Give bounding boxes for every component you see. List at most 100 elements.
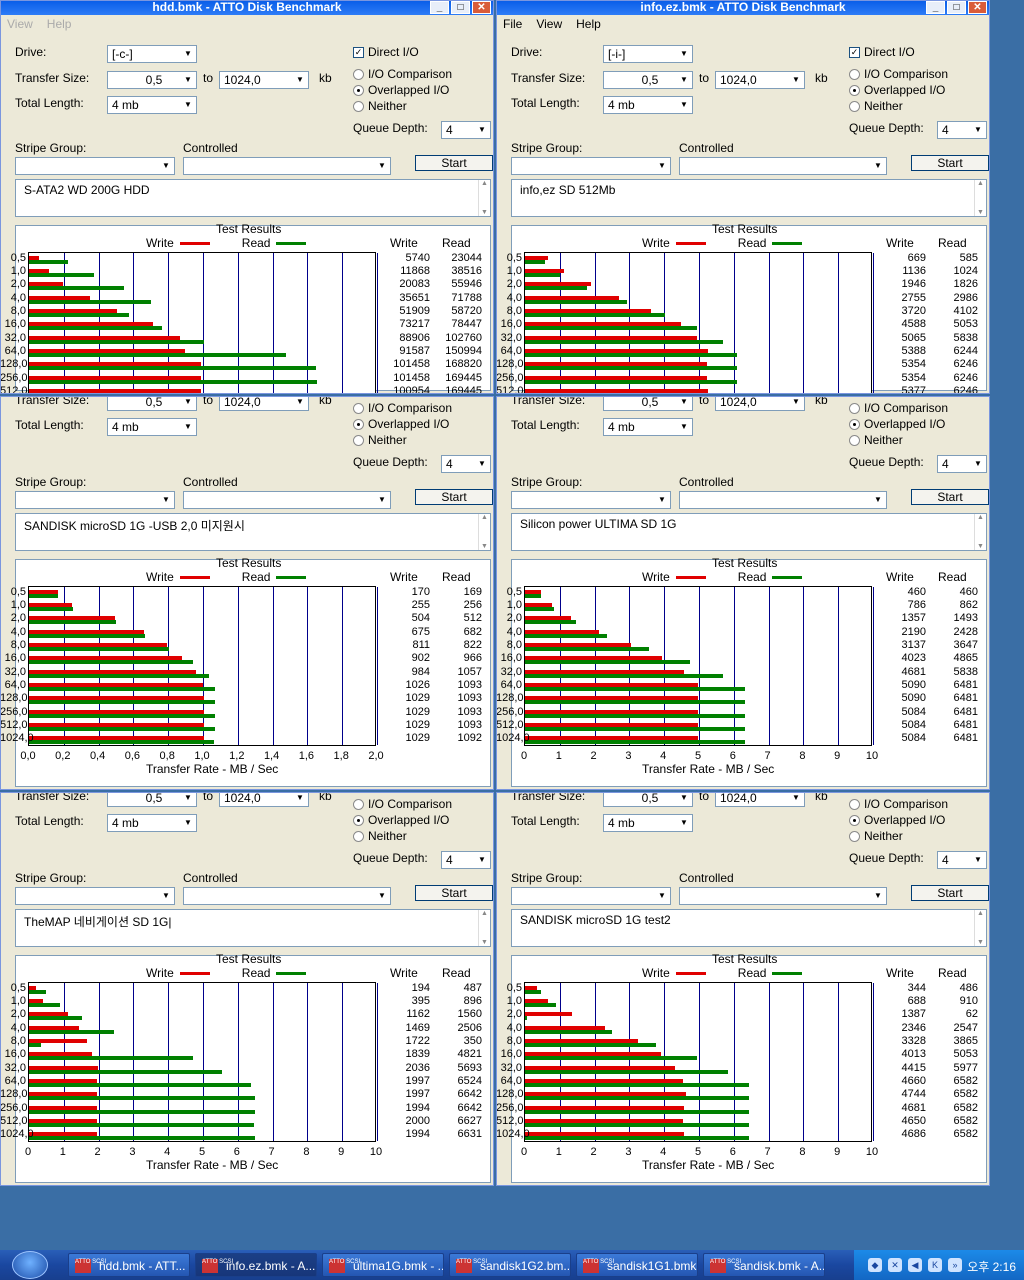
drive-select[interactable]: [-c-] ▼: [107, 45, 197, 63]
controlled-select[interactable]: ▼: [183, 491, 391, 509]
io-comparison-radio[interactable]: I/O Comparison: [849, 401, 948, 415]
description-field[interactable]: S-ATA2 WD 200G HDD ▲ ▼: [15, 179, 491, 217]
atto-window[interactable]: hdd.bmk - ATTO Disk Benchmark _ □ ✕ View Help…: [0, 0, 494, 394]
scroll-down-icon[interactable]: ▼: [481, 939, 488, 946]
close-icon[interactable]: ✕: [968, 1, 987, 14]
description-scrollbar[interactable]: ▲ ▼: [974, 514, 986, 550]
chevron-down-icon[interactable]: ▼: [181, 47, 195, 61]
neither-radio[interactable]: Neither: [849, 433, 903, 447]
scroll-up-icon[interactable]: ▲: [481, 910, 488, 917]
chevron-down-icon[interactable]: ▼: [971, 853, 985, 867]
description-field[interactable]: Silicon power ULTIMA SD 1G ▲ ▼: [511, 513, 987, 551]
start-button[interactable]: Start: [415, 489, 493, 505]
transfer-to-select[interactable]: 1024,0 ▼: [219, 793, 309, 807]
controlled-select[interactable]: ▼: [679, 157, 887, 175]
chevron-down-icon[interactable]: ▼: [475, 853, 489, 867]
scroll-down-icon[interactable]: ▼: [977, 209, 984, 216]
maximize-icon[interactable]: □: [947, 1, 966, 14]
menu-item[interactable]: File: [503, 17, 523, 31]
start-button[interactable]: Start: [911, 489, 989, 505]
chevron-down-icon[interactable]: ▼: [375, 159, 389, 173]
description-field[interactable]: SANDISK microSD 1G -USB 2,0 미지원시 ▲ ▼: [15, 513, 491, 551]
network-icon[interactable]: ◆: [868, 1258, 882, 1272]
overlapped-io-radio[interactable]: Overlapped I/O: [353, 417, 449, 431]
total-length-select[interactable]: 4 mb ▼: [107, 814, 197, 832]
transfer-from-select[interactable]: 0,5 ▼: [107, 71, 197, 89]
description-field[interactable]: info,ez SD 512Mb ▲ ▼: [511, 179, 987, 217]
scroll-down-icon[interactable]: ▼: [481, 209, 488, 216]
chevron-down-icon[interactable]: ▼: [871, 889, 885, 903]
transfer-from-select[interactable]: 0,5 ▼: [603, 793, 693, 807]
scroll-up-icon[interactable]: ▲: [481, 514, 488, 521]
stripe-group-select[interactable]: ▼: [15, 157, 175, 175]
chevron-down-icon[interactable]: ▼: [871, 159, 885, 173]
chevron-down-icon[interactable]: ▼: [789, 73, 803, 87]
queue-depth-select[interactable]: 4 ▼: [937, 121, 987, 139]
menu-item[interactable]: View: [7, 17, 33, 31]
atto-window[interactable]: Transfer Size: 0,5 ▼ to 1024,0 ▼ kb Total Lengt…: [496, 396, 990, 790]
stripe-group-select[interactable]: ▼: [511, 491, 671, 509]
chevron-down-icon[interactable]: ▼: [293, 397, 307, 409]
overlapped-io-radio[interactable]: Overlapped I/O: [849, 83, 945, 97]
description-scrollbar[interactable]: ▲ ▼: [974, 180, 986, 216]
total-length-select[interactable]: 4 mb ▼: [603, 418, 693, 436]
chevron-down-icon[interactable]: ▼: [159, 493, 173, 507]
transfer-to-select[interactable]: 1024,0 ▼: [219, 71, 309, 89]
queue-depth-select[interactable]: 4 ▼: [937, 851, 987, 869]
menu-item[interactable]: View: [536, 17, 563, 31]
total-length-select[interactable]: 4 mb ▼: [603, 96, 693, 114]
transfer-from-select[interactable]: 0,5 ▼: [603, 397, 693, 411]
start-button[interactable]: [12, 1251, 48, 1279]
menu-item[interactable]: Help: [576, 17, 601, 31]
queue-depth-select[interactable]: 4 ▼: [441, 455, 491, 473]
start-button[interactable]: Start: [911, 885, 989, 901]
chevron-down-icon[interactable]: ▼: [789, 793, 803, 805]
atto-window[interactable]: Transfer Size: 0,5 ▼ to 1024,0 ▼ kb Total Lengt…: [0, 792, 494, 1186]
neither-radio[interactable]: Neither: [849, 99, 903, 113]
total-length-select[interactable]: 4 mb ▼: [107, 96, 197, 114]
chevron-down-icon[interactable]: ▼: [293, 793, 307, 805]
atto-window[interactable]: Transfer Size: 0,5 ▼ to 1024,0 ▼ kb Total Lengt…: [496, 792, 990, 1186]
chevron-down-icon[interactable]: ▼: [655, 493, 669, 507]
taskbar-item[interactable]: ATTO SCSI sandisk1G2.bm...: [449, 1253, 571, 1277]
chevron-down-icon[interactable]: ▼: [677, 47, 691, 61]
chevron-down-icon[interactable]: ▼: [677, 420, 691, 434]
overlapped-io-radio[interactable]: Overlapped I/O: [353, 813, 449, 827]
chevron-down-icon[interactable]: ▼: [655, 159, 669, 173]
description-field[interactable]: SANDISK microSD 1G test2 ▲ ▼: [511, 909, 987, 947]
description-scrollbar[interactable]: ▲ ▼: [478, 514, 490, 550]
direct-io-checkbox[interactable]: ✓ Direct I/O: [353, 45, 419, 59]
transfer-from-select[interactable]: 0,5 ▼: [107, 793, 197, 807]
transfer-to-select[interactable]: 1024,0 ▼: [715, 793, 805, 807]
controlled-select[interactable]: ▼: [183, 157, 391, 175]
controlled-select[interactable]: ▼: [679, 887, 887, 905]
overlapped-io-radio[interactable]: Overlapped I/O: [849, 813, 945, 827]
maximize-icon[interactable]: □: [451, 1, 470, 14]
scroll-down-icon[interactable]: ▼: [977, 939, 984, 946]
io-comparison-radio[interactable]: I/O Comparison: [849, 67, 948, 81]
overlapped-io-radio[interactable]: Overlapped I/O: [849, 417, 945, 431]
minimize-icon[interactable]: _: [926, 1, 945, 14]
total-length-select[interactable]: 4 mb ▼: [107, 418, 197, 436]
chevron-down-icon[interactable]: ▼: [971, 457, 985, 471]
direct-io-checkbox[interactable]: ✓ Direct I/O: [849, 45, 915, 59]
start-button[interactable]: Start: [415, 155, 493, 171]
controlled-select[interactable]: ▼: [679, 491, 887, 509]
ime-icon[interactable]: K: [928, 1258, 942, 1272]
chevron-down-icon[interactable]: ▼: [375, 889, 389, 903]
stripe-group-select[interactable]: ▼: [511, 887, 671, 905]
chevron-down-icon[interactable]: ▼: [293, 73, 307, 87]
description-scrollbar[interactable]: ▲ ▼: [478, 910, 490, 946]
tray-arrow-icon[interactable]: »: [948, 1258, 962, 1272]
neither-radio[interactable]: Neither: [353, 433, 407, 447]
transfer-to-select[interactable]: 1024,0 ▼: [715, 397, 805, 411]
taskbar-item[interactable]: ATTO SCSI sandisk1G1.bmk...: [576, 1253, 698, 1277]
chevron-down-icon[interactable]: ▼: [677, 397, 691, 409]
start-button[interactable]: Start: [911, 155, 989, 171]
scroll-up-icon[interactable]: ▲: [481, 180, 488, 187]
chevron-down-icon[interactable]: ▼: [789, 397, 803, 409]
volume-icon[interactable]: ◀: [908, 1258, 922, 1272]
overlapped-io-radio[interactable]: Overlapped I/O: [353, 83, 449, 97]
scroll-down-icon[interactable]: ▼: [977, 543, 984, 550]
io-comparison-radio[interactable]: I/O Comparison: [353, 67, 452, 81]
